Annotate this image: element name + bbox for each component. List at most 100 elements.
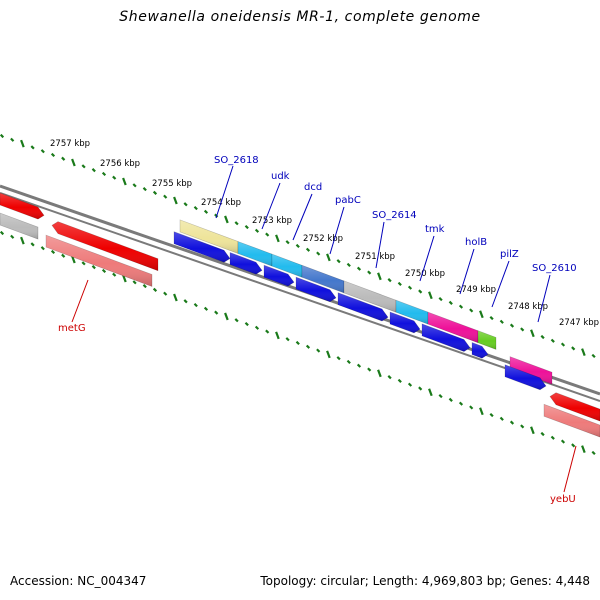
scale-tick-lower: [0, 230, 5, 236]
scale-tick-lower: [10, 234, 15, 239]
gene-label: holB: [465, 237, 487, 248]
scale-tick-upper: [61, 156, 66, 161]
scale-tick-lower: [214, 310, 219, 315]
genome-backbone: [0, 192, 600, 402]
scale-tick-upper: [122, 177, 127, 186]
gene-feature-tmk-shade: [396, 300, 428, 325]
scale-tick-lower: [193, 302, 198, 308]
scale-tick-lower: [448, 397, 453, 402]
scale-label: 2749 kbp: [456, 285, 496, 295]
scale-tick-upper: [428, 291, 433, 300]
scale-tick-lower: [530, 426, 535, 435]
gene-label: dcd: [304, 182, 322, 193]
scale-label: 2752 kbp: [303, 234, 343, 244]
scale-tick-upper: [326, 253, 331, 262]
gene-feature-pilz-shade: [478, 330, 496, 350]
scale-tick-upper: [407, 285, 413, 290]
gene-feature-dcd-shade: [272, 254, 302, 278]
gene-feature-metg-shadow-shade: [46, 235, 152, 287]
scale-label: 2748 kbp: [508, 302, 548, 312]
scale-tick-lower: [499, 416, 504, 421]
scale-tick-upper: [356, 266, 362, 271]
scale-tick-upper: [346, 262, 351, 268]
scale-tick-upper: [203, 209, 209, 214]
scale-tick-upper: [571, 346, 576, 351]
scale-label: 2756 kbp: [100, 159, 140, 169]
gene-label-leader: [292, 193, 313, 241]
scale-tick-lower: [295, 340, 300, 346]
scale-tick-lower: [275, 331, 280, 340]
gene-feature-metg-shade: [52, 221, 158, 271]
gene-label: pabC: [335, 195, 361, 206]
scale-tick-upper: [550, 338, 555, 343]
cds-arrow-shade: [472, 342, 488, 359]
scale-tick-lower: [540, 431, 545, 437]
scale-tick-lower: [285, 337, 290, 342]
scale-tick-lower: [50, 249, 56, 255]
scale-tick-upper: [193, 205, 198, 211]
scale-tick-upper: [71, 158, 76, 167]
gene-feature-yebu-shade: [550, 392, 600, 422]
scale-tick-upper: [305, 247, 311, 252]
gene-feature-yebu-shadow-shade: [544, 404, 600, 438]
scale-tick-lower: [152, 287, 158, 292]
scale-label: 2757 kbp: [50, 139, 90, 149]
scale-tick-lower: [316, 348, 321, 353]
scale-tick-upper: [234, 221, 239, 226]
scale-tick-upper: [142, 187, 147, 192]
scale-tick-lower: [469, 405, 474, 410]
scale-tick-upper: [183, 202, 188, 207]
scale-tick-upper: [224, 215, 229, 224]
gene-feature-so2618-shade: [180, 219, 238, 254]
scale-tick-lower: [203, 306, 209, 311]
cds-arrow-shade: [505, 364, 546, 390]
scale-tick-upper: [285, 240, 290, 245]
scale-tick-lower: [244, 321, 249, 327]
scale-tick-lower: [550, 435, 555, 440]
scale-label: 2750 kbp: [405, 269, 445, 279]
gene-label-leader: [459, 248, 475, 295]
scale-tick-upper: [581, 348, 586, 357]
scale-tick-lower: [265, 329, 270, 334]
scale-tick-lower: [142, 284, 147, 289]
cds-arrow-shade: [230, 252, 262, 275]
gene-label: SO_2614: [372, 210, 417, 221]
scale-tick-lower: [101, 268, 107, 274]
accession-label: Accession: NC_004347: [10, 574, 147, 588]
scale-tick-lower: [397, 378, 402, 383]
scale-tick-upper: [295, 243, 300, 249]
scale-tick-lower: [438, 393, 443, 399]
scale-tick-lower: [571, 443, 576, 448]
cds-arrow-shade: [390, 312, 420, 333]
gene-label-leader: [261, 182, 281, 230]
scale-tick-lower: [387, 375, 392, 380]
scale-tick-lower: [377, 369, 382, 378]
gene-label: udk: [271, 171, 290, 182]
scale-tick-lower: [91, 265, 96, 270]
scale-label: 2755 kbp: [152, 179, 192, 189]
gene-label-leader: [537, 274, 551, 323]
scale-tick-upper: [479, 310, 484, 319]
scale-tick-lower: [560, 439, 566, 444]
gene-label: tmk: [425, 224, 445, 235]
scale-tick-upper: [418, 289, 423, 294]
scale-tick-upper: [520, 327, 525, 332]
scale-tick-upper: [244, 224, 249, 230]
scale-tick-lower: [428, 388, 433, 397]
scale-tick-upper: [397, 281, 402, 286]
scale-tick-lower: [224, 312, 229, 321]
gene-feature-left-red-shade: [0, 193, 44, 220]
scale-tick-upper: [387, 278, 392, 283]
scale-tick-lower: [305, 344, 311, 349]
scale-tick-lower: [356, 363, 362, 368]
scale-tick-upper: [469, 308, 474, 313]
scale-tick-upper: [530, 329, 535, 338]
scale-tick-upper: [132, 183, 137, 188]
scale-tick-lower: [132, 280, 137, 285]
gene-label-leader: [375, 221, 385, 269]
scale-tick-lower: [581, 445, 586, 454]
gene-label: pilZ: [500, 249, 519, 260]
scale-tick-upper: [499, 319, 504, 324]
gene-label: metG: [58, 323, 86, 334]
